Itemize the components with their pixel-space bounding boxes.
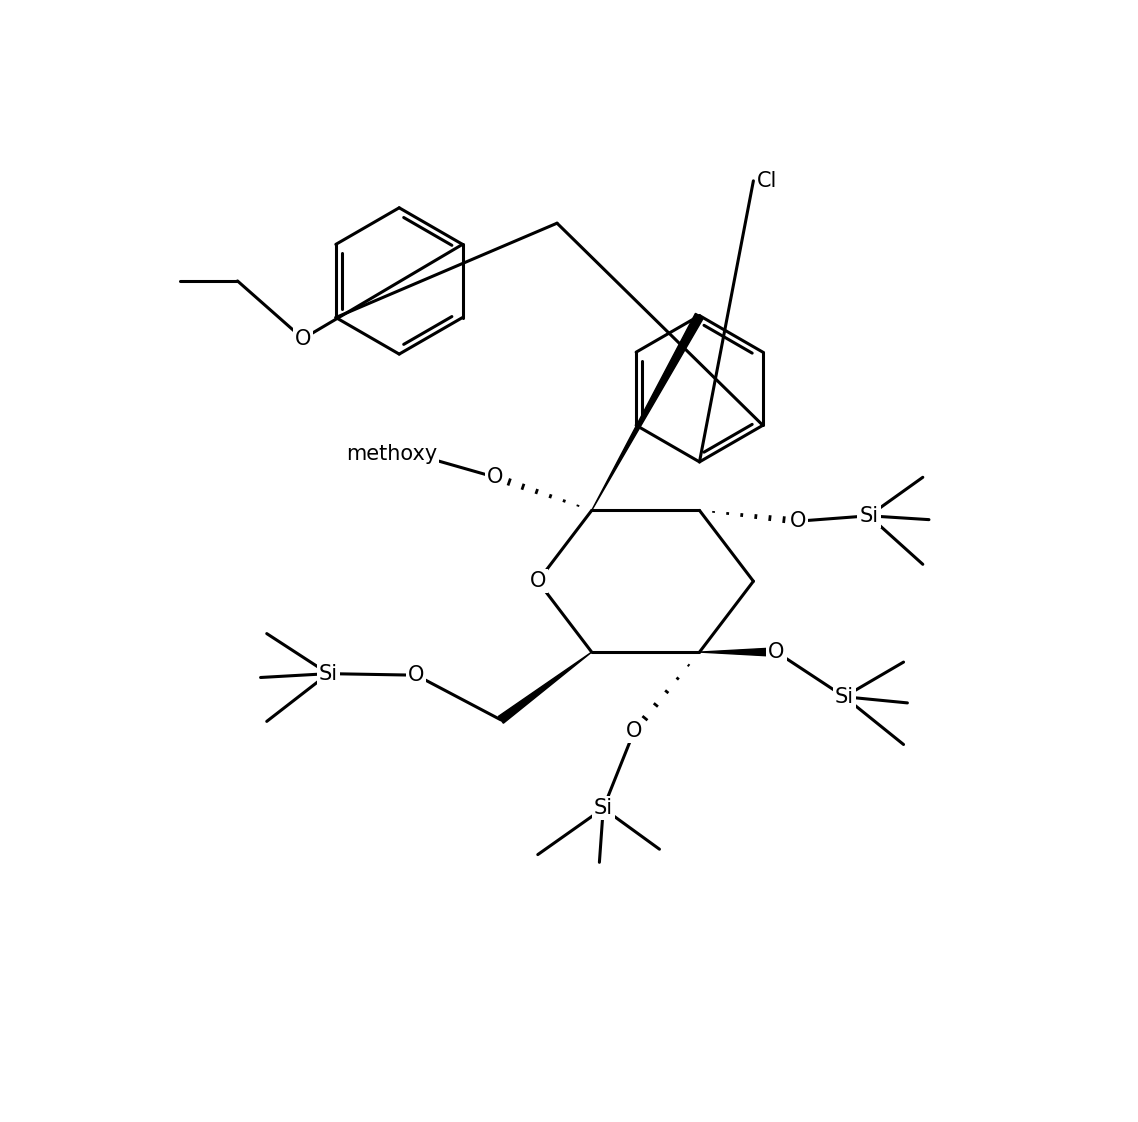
- Text: O: O: [626, 721, 642, 742]
- Text: Si: Si: [834, 687, 854, 707]
- Polygon shape: [498, 652, 592, 724]
- Text: O: O: [295, 329, 311, 349]
- Text: Si: Si: [319, 663, 338, 683]
- Text: Si: Si: [859, 506, 879, 526]
- Text: Si: Si: [594, 799, 612, 818]
- Polygon shape: [700, 647, 776, 656]
- Text: O: O: [529, 571, 546, 591]
- Text: O: O: [790, 512, 806, 531]
- Text: O: O: [487, 467, 504, 487]
- Text: O: O: [407, 665, 424, 686]
- Polygon shape: [592, 313, 703, 511]
- Text: O: O: [768, 642, 785, 662]
- Text: Cl: Cl: [757, 171, 777, 191]
- Text: methoxy: methoxy: [346, 444, 437, 465]
